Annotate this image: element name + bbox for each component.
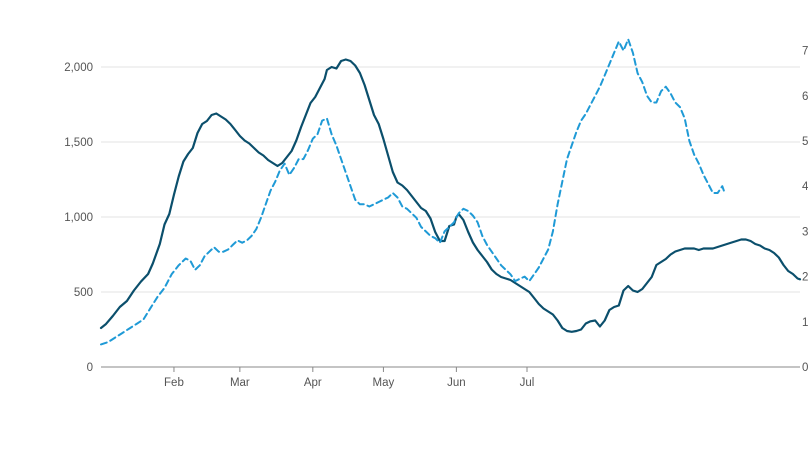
y-right-tick-label: 4 — [802, 181, 808, 193]
y-left-tick-label: 500 — [74, 287, 93, 299]
x-tick-label: May — [373, 377, 395, 389]
y-right-tick-label: 2 — [802, 272, 808, 284]
y-left-tick-label: 0 — [87, 362, 93, 374]
y-right-tick-label: 6 — [802, 91, 808, 103]
x-tick-label: Feb — [164, 377, 184, 389]
series-layer — [99, 38, 802, 346]
axes — [101, 366, 800, 372]
y-right-tick-label: 1 — [802, 317, 808, 329]
x-tick-label: Mar — [230, 377, 250, 389]
y-left-tick-label: 1,500 — [64, 137, 93, 149]
tick-labels: 0 500 1,000 1,500 2,000 0 1 2 3 4 5 6 7 Feb Mar Apr May J… — [64, 46, 808, 389]
y-left-tick-label: 1,000 — [64, 212, 93, 224]
x-tick-label: Jun — [447, 377, 466, 389]
y-left-tick-label: 2,000 — [64, 62, 93, 74]
series-line-left-solid — [99, 58, 802, 333]
gridlines — [101, 66, 800, 293]
x-tick-label: Jul — [520, 377, 535, 389]
y-right-tick-label: 0 — [802, 362, 808, 374]
y-right-tick-label: 5 — [802, 136, 808, 148]
series-line-right-dashed — [100, 38, 726, 346]
x-tick-label: Apr — [304, 377, 322, 389]
y-right-tick-label: 3 — [802, 226, 808, 238]
y-right-tick-label: 7 — [802, 46, 808, 58]
